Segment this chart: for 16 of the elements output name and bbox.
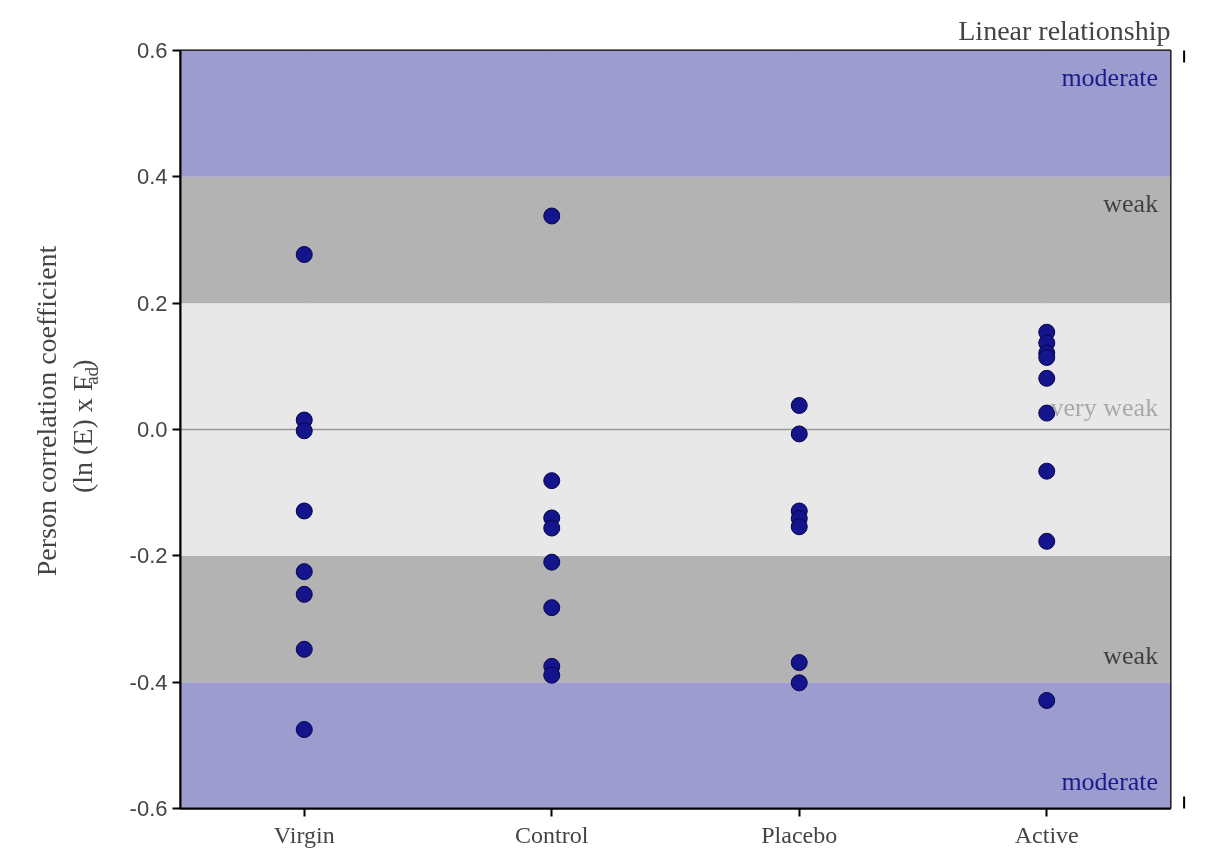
band-label: moderate: [1061, 63, 1159, 93]
y-tick-label: 0.4: [136, 164, 168, 190]
x-tick-label: Placebo: [761, 821, 838, 848]
x-tick-label: Active: [1014, 821, 1079, 848]
y-tick-label: -0.6: [129, 796, 168, 821]
band-label: weak: [1103, 189, 1159, 219]
y-tick-label: -0.2: [129, 543, 168, 569]
y-tick-label: 0.2: [136, 290, 168, 316]
y-tick-label: 0.0: [136, 417, 168, 442]
band-label: weak: [1103, 640, 1159, 670]
x-tick-label: Virgin: [273, 821, 335, 848]
y-tick-label: -0.4: [129, 669, 168, 695]
band-label: moderate: [1061, 766, 1159, 796]
x-tick-label: Control: [515, 821, 589, 848]
y-tick-label: 0.6: [136, 38, 168, 63]
text: Linear relationship: [958, 14, 1171, 46]
